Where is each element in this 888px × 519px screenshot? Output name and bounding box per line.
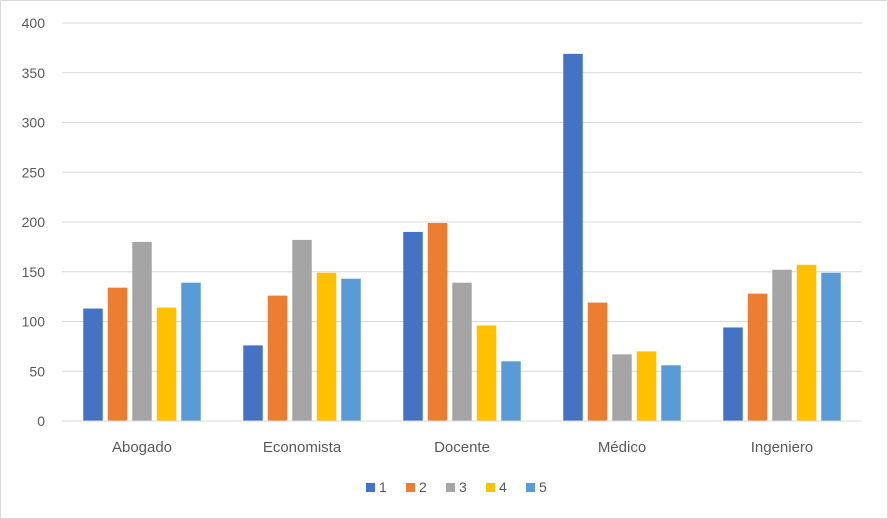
bar-ingeniero-series-1 <box>723 327 743 421</box>
legend-label: 4 <box>499 479 507 495</box>
legend-label: 1 <box>379 479 387 495</box>
bar-abogado-series-3 <box>132 241 152 421</box>
bar-ingeniero-series-5 <box>821 272 841 421</box>
bar-ingeniero-series-4 <box>796 264 817 421</box>
legend-swatch <box>446 483 455 492</box>
bar-economista-series-3 <box>292 239 312 421</box>
y-tick-label: 250 <box>22 164 46 180</box>
bar-abogado-series-4 <box>156 307 177 421</box>
legend-label: 3 <box>459 479 467 495</box>
category-label: Docente <box>434 439 490 456</box>
bar-docente-series-4 <box>476 325 497 421</box>
bar-abogado-series-2 <box>107 287 128 421</box>
legend-swatch <box>366 483 375 492</box>
category-label: Médico <box>598 439 646 456</box>
y-tick-label: 150 <box>22 264 46 280</box>
category-labels: Abogado Economista Docente Médico Ingeniero <box>112 439 813 456</box>
bar-médico-series-3 <box>612 354 632 421</box>
y-tick-label: 100 <box>22 314 46 330</box>
y-tick-label: 50 <box>29 363 45 379</box>
y-tick-label: 200 <box>22 214 46 230</box>
legend-swatch <box>526 483 535 492</box>
bar-docente-series-1 <box>403 231 423 421</box>
bar-médico-series-1 <box>563 53 583 421</box>
bar-médico-series-5 <box>661 365 681 421</box>
bar-ingeniero-series-2 <box>747 293 768 421</box>
legend-swatch <box>406 483 415 492</box>
y-axis-tick-labels: 0 50 100 150 200 250 300 350 400 <box>22 15 46 429</box>
legend: 1 2 3 4 5 <box>366 479 547 495</box>
y-tick-label: 350 <box>22 65 46 81</box>
y-tick-label: 300 <box>22 115 46 131</box>
bar-médico-series-4 <box>636 351 657 421</box>
bar-docente-series-2 <box>427 222 448 421</box>
bar-médico-series-2 <box>587 302 608 421</box>
category-label: Ingeniero <box>751 439 814 456</box>
bar-economista-series-5 <box>341 278 361 421</box>
legend-swatch <box>486 483 495 492</box>
bar-docente-series-3 <box>452 282 472 421</box>
bar-ingeniero-series-3 <box>772 269 792 421</box>
bar-abogado-series-1 <box>83 308 103 421</box>
bar-economista-series-1 <box>243 345 263 421</box>
y-tick-label: 400 <box>22 15 46 31</box>
bar-economista-series-2 <box>267 295 288 421</box>
category-label: Abogado <box>112 439 172 456</box>
bar-economista-series-4 <box>316 272 337 421</box>
category-label: Economista <box>263 439 342 456</box>
y-tick-label: 0 <box>37 413 45 429</box>
bar-docente-series-5 <box>501 361 521 421</box>
legend-label: 2 <box>419 479 427 495</box>
bar-abogado-series-5 <box>181 282 201 421</box>
legend-label: 5 <box>539 479 547 495</box>
bars <box>83 53 841 421</box>
